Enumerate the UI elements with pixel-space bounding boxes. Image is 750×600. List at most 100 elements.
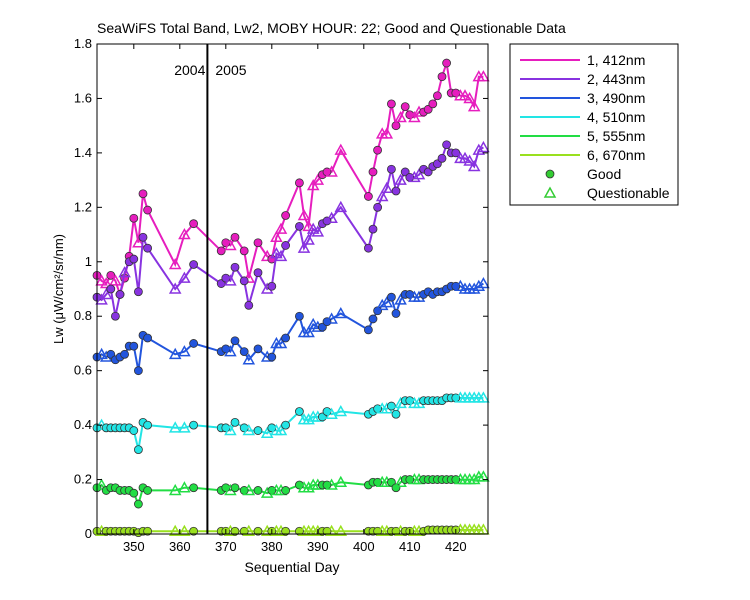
- questionable-point: [178, 228, 191, 240]
- good-point: [189, 260, 199, 269]
- good-point: [281, 486, 291, 495]
- questionable-point: [325, 211, 338, 223]
- good-point: [253, 268, 263, 278]
- questionable-point: [311, 225, 325, 237]
- questionable-point: [325, 312, 338, 324]
- questionable-point: [325, 165, 338, 177]
- questionable-point: [380, 296, 394, 308]
- legend-item-2-443nm: 2, 443nm: [520, 71, 645, 87]
- good-point: [294, 311, 304, 321]
- questionable-point: [477, 140, 490, 153]
- legend-label: 5, 555nm: [587, 128, 645, 144]
- legend-label: 4, 510nm: [587, 109, 645, 125]
- good-point: [373, 145, 383, 155]
- good-point: [432, 91, 442, 101]
- series-5-555nm: [92, 470, 490, 509]
- good-point: [189, 483, 199, 493]
- questionable-point: [375, 189, 389, 202]
- legend-item-4-510nm: 4, 510nm: [520, 109, 645, 125]
- questionable-point: [302, 481, 315, 493]
- questionable-point: [302, 413, 315, 425]
- good-point: [253, 426, 263, 435]
- good-point: [386, 401, 396, 411]
- questionable-point: [95, 347, 108, 360]
- questionable-point: [380, 181, 394, 194]
- legend-label: Questionable: [587, 185, 670, 201]
- questionable-point: [297, 208, 311, 221]
- questionable-point: [109, 274, 122, 286]
- legend-item-5-555nm: 5, 555nm: [520, 128, 645, 144]
- series-line: [96, 396, 484, 450]
- questionable-point: [380, 127, 394, 139]
- legend-label: 3, 490nm: [587, 90, 645, 106]
- good-point: [138, 189, 148, 199]
- good-point: [133, 445, 143, 455]
- questionable-point: [375, 298, 389, 311]
- questionable-point: [408, 170, 421, 183]
- questionable-point: [334, 524, 348, 537]
- questionable-point: [467, 100, 481, 112]
- questionable-point: [472, 279, 486, 292]
- questionable-point: [302, 326, 315, 338]
- questionable-point: [270, 247, 283, 259]
- y-tick-label: 1: [85, 254, 92, 269]
- questionable-point: [274, 249, 288, 262]
- good-point: [244, 300, 254, 310]
- legend-marker-circle: [545, 169, 555, 179]
- good-point: [129, 213, 139, 223]
- good-point: [239, 347, 249, 357]
- questionable-point: [224, 274, 237, 286]
- questionable-point: [274, 424, 288, 436]
- good-point: [230, 526, 240, 536]
- y-tick-label: 1.8: [74, 36, 92, 51]
- questionable-point: [132, 236, 145, 248]
- good-point: [400, 102, 410, 112]
- good-point: [129, 254, 139, 264]
- questionable-point: [412, 168, 426, 180]
- questionable-point: [394, 293, 407, 305]
- questionable-point: [325, 407, 338, 419]
- x-tick-label: 360: [169, 539, 191, 554]
- questionable-point: [394, 173, 407, 185]
- questionable-point: [467, 159, 481, 172]
- good-point: [281, 420, 291, 430]
- questionable-point: [311, 173, 325, 185]
- good-point: [253, 344, 263, 354]
- questionable-point: [467, 282, 481, 294]
- chart-title: SeaWiFS Total Band, Lw2, MOBY HOUR: 22; …: [97, 20, 566, 36]
- good-point: [115, 290, 125, 299]
- questionable-point: [224, 238, 237, 251]
- good-point: [133, 499, 143, 509]
- good-point: [189, 339, 199, 348]
- year-divider: 2004 2005: [174, 44, 247, 534]
- good-point: [437, 72, 447, 82]
- legend-label: 2, 443nm: [587, 71, 645, 87]
- questionable-point: [178, 481, 191, 493]
- good-point: [230, 483, 240, 493]
- questionable-point: [274, 222, 288, 234]
- good-point: [391, 186, 401, 196]
- questionable-point: [306, 222, 320, 234]
- good-point: [143, 333, 153, 343]
- questionable-point: [178, 345, 191, 357]
- questionable-point: [168, 421, 182, 433]
- series-4-510nm: [92, 391, 490, 455]
- x-axis: 350 360 370 380 390 400 410 420: [123, 44, 467, 554]
- good-point: [363, 192, 373, 201]
- legend: 1, 412nm 2, 443nm 3, 490nm 4, 510nm 5, 555nm…: [509, 43, 679, 206]
- good-point: [391, 309, 401, 318]
- good-point: [437, 153, 447, 163]
- questionable-point: [118, 266, 131, 278]
- good-point: [281, 333, 291, 343]
- year-label-right: 2005: [215, 62, 246, 78]
- questionable-point: [477, 277, 490, 289]
- good-point: [363, 325, 373, 335]
- questionable-point: [242, 424, 256, 436]
- plot-frame: [96, 43, 489, 535]
- questionable-point: [302, 233, 315, 245]
- questionable-point: [394, 110, 407, 123]
- good-point: [253, 238, 263, 248]
- questionable-point: [178, 421, 191, 433]
- questionable-point: [467, 473, 481, 485]
